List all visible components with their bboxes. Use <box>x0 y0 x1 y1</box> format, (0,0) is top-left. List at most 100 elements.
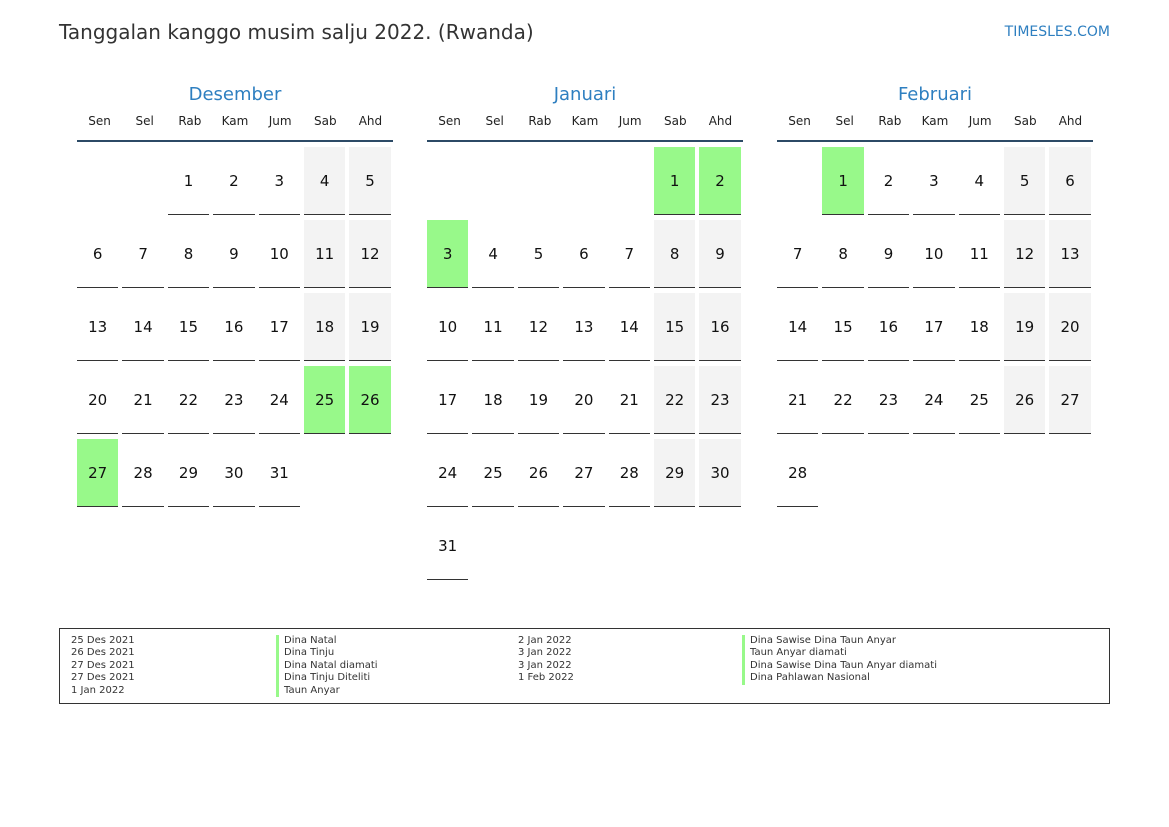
day-grid: 1 2 3 4 5 6 7 8 9 10 11 12 13 14 15 16 17 18 19 20 21 22 23 24 2… <box>77 147 393 507</box>
day-cell: 22 <box>653 366 696 434</box>
day-cell: 5 <box>517 220 560 288</box>
day-cell: 23 <box>213 366 255 434</box>
legend-entry: Dina Pahlawan Nasional <box>742 672 937 685</box>
day-cell-holiday: 26 <box>349 366 391 434</box>
weekday-label: Kam <box>571 114 599 128</box>
day-cell: 8 <box>822 220 864 288</box>
day-cell: 24 <box>913 366 955 434</box>
day-cell: 15 <box>653 293 696 361</box>
site-link[interactable]: TIMESLES.COM <box>1004 24 1110 40</box>
day-grid: 1 2 3 4 5 6 7 8 9 10 11 12 13 14 15 16 17 18 19 20 21 22 23 24 2… <box>777 147 1093 507</box>
day-cell: 6 <box>563 220 605 288</box>
empty-cell <box>77 147 118 215</box>
day-cell: 17 <box>913 293 955 361</box>
weekday-label: Sab <box>1013 114 1037 128</box>
day-cell: 17 <box>258 293 300 361</box>
legend-entry: Dina Tinju Diteliti <box>276 672 378 685</box>
day-cell: 22 <box>167 366 210 434</box>
day-cell: 8 <box>167 220 210 288</box>
day-cell: 5 <box>349 147 391 215</box>
day-cell: 11 <box>303 220 346 288</box>
weekday-label: Jum <box>968 114 992 128</box>
day-cell-holiday: 3 <box>427 220 469 288</box>
legend-entry: 3 Jan 2022 <box>518 647 572 659</box>
day-cell-holiday: 2 <box>699 147 741 215</box>
day-cell: 10 <box>913 220 955 288</box>
legend-entry: Dina Tinju <box>276 647 378 660</box>
day-cell: 7 <box>122 220 164 288</box>
day-cell: 19 <box>517 366 560 434</box>
legend-entry: 1 Jan 2022 <box>71 684 125 696</box>
day-cell: 11 <box>472 293 514 361</box>
day-cell: 3 <box>913 147 955 215</box>
weekday-label: Ahd <box>358 114 383 128</box>
empty-cell <box>518 147 559 215</box>
legend-names-right: Dina Sawise Dina Taun Anyar Taun Anyar di… <box>742 635 937 685</box>
day-cell: 1 <box>167 147 210 215</box>
weekday-label: Jum <box>618 114 642 128</box>
day-cell: 26 <box>1003 366 1046 434</box>
day-cell: 20 <box>77 366 119 434</box>
day-cell: 14 <box>608 293 650 361</box>
day-cell: 8 <box>653 220 696 288</box>
day-cell-holiday: 1 <box>653 147 696 215</box>
legend-entry: Dina Natal <box>276 635 378 648</box>
day-cell: 21 <box>777 366 819 434</box>
weekday-header: Sen Sel Rab Kam Jum Sab Ahd <box>777 108 1093 142</box>
day-cell: 28 <box>608 439 650 507</box>
month-name: Januari <box>553 84 617 105</box>
weekday-header: Sen Sel Rab Kam Jum Sab Ahd <box>77 108 393 142</box>
day-cell-holiday: 1 <box>822 147 864 215</box>
legend-names-left: Dina Natal Dina Tinju Dina Natal diamati Di… <box>276 635 378 698</box>
weekday-label: Sen <box>788 114 811 128</box>
weekday-label: Sab <box>663 114 687 128</box>
day-cell: 29 <box>167 439 210 507</box>
day-cell: 10 <box>427 293 469 361</box>
day-cell: 5 <box>1003 147 1046 215</box>
day-cell: 15 <box>167 293 210 361</box>
day-cell: 12 <box>517 293 560 361</box>
weekday-label: Rab <box>178 114 202 128</box>
legend-entry: Taun Anyar diamati <box>742 647 937 660</box>
weekday-label: Sen <box>88 114 111 128</box>
day-cell: 14 <box>122 293 164 361</box>
day-cell: 2 <box>213 147 255 215</box>
empty-cell <box>427 147 468 215</box>
day-cell: 7 <box>608 220 650 288</box>
legend-entry: 27 Des 2021 <box>71 672 135 684</box>
legend-entry: 1 Feb 2022 <box>518 672 574 684</box>
weekday-label: Sel <box>485 114 504 128</box>
legend-dates-right: 2 Jan 2022 3 Jan 2022 3 Jan 2022 1 Feb 2022 <box>518 635 574 685</box>
day-cell: 12 <box>349 220 391 288</box>
day-cell: 31 <box>258 439 300 507</box>
day-cell: 19 <box>349 293 391 361</box>
empty-cell <box>563 147 604 215</box>
empty-cell <box>122 147 163 215</box>
weekday-label: Ahd <box>1058 114 1083 128</box>
weekday-label: Kam <box>221 114 249 128</box>
day-cell: 9 <box>213 220 255 288</box>
day-cell: 3 <box>258 147 300 215</box>
weekday-label: Rab <box>528 114 552 128</box>
day-cell: 21 <box>122 366 164 434</box>
empty-cell <box>609 147 650 215</box>
day-cell: 7 <box>777 220 819 288</box>
day-cell: 18 <box>958 293 1000 361</box>
day-cell: 20 <box>563 366 605 434</box>
day-cell: 19 <box>1003 293 1046 361</box>
weekday-label: Sen <box>438 114 461 128</box>
day-cell: 2 <box>867 147 910 215</box>
legend-entry: Taun Anyar <box>276 684 378 698</box>
day-cell: 26 <box>517 439 560 507</box>
day-cell: 16 <box>699 293 741 361</box>
day-cell: 22 <box>822 366 864 434</box>
day-cell: 13 <box>77 293 119 361</box>
day-cell: 24 <box>427 439 469 507</box>
day-cell-holiday: 25 <box>303 366 346 434</box>
day-cell-holiday: 27 <box>77 439 119 507</box>
page-title: Tanggalan kanggo musim salju 2022. (Rwan… <box>59 20 534 44</box>
day-cell: 9 <box>699 220 741 288</box>
